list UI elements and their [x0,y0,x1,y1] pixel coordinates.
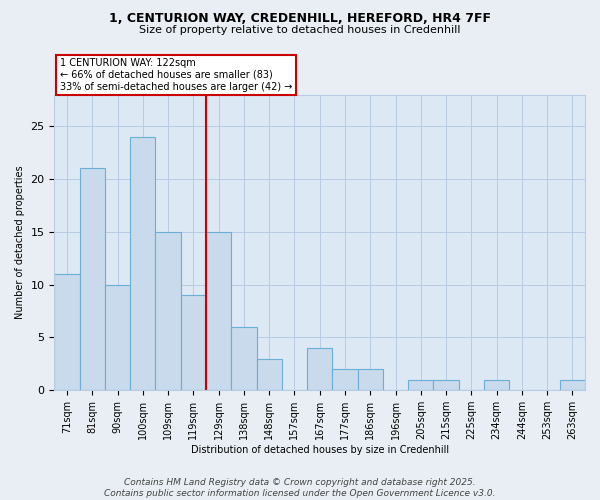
Bar [332,369,358,390]
Bar [408,380,433,390]
Bar [484,380,509,390]
Text: Size of property relative to detached houses in Credenhill: Size of property relative to detached ho… [139,25,461,35]
Bar [257,358,282,390]
Bar [231,327,257,390]
Bar [358,369,383,390]
Bar [433,380,458,390]
Text: 1, CENTURION WAY, CREDENHILL, HEREFORD, HR4 7FF: 1, CENTURION WAY, CREDENHILL, HEREFORD, … [109,12,491,26]
Y-axis label: Number of detached properties: Number of detached properties [15,166,25,319]
Bar [55,274,80,390]
Bar [105,284,130,390]
Bar [80,168,105,390]
Bar [206,232,231,390]
Bar [307,348,332,390]
X-axis label: Distribution of detached houses by size in Credenhill: Distribution of detached houses by size … [191,445,449,455]
Bar [155,232,181,390]
Bar [181,295,206,390]
Text: 1 CENTURION WAY: 122sqm
← 66% of detached houses are smaller (83)
33% of semi-de: 1 CENTURION WAY: 122sqm ← 66% of detache… [60,58,292,92]
Bar [560,380,585,390]
Bar [130,137,155,390]
Text: Contains HM Land Registry data © Crown copyright and database right 2025.
Contai: Contains HM Land Registry data © Crown c… [104,478,496,498]
